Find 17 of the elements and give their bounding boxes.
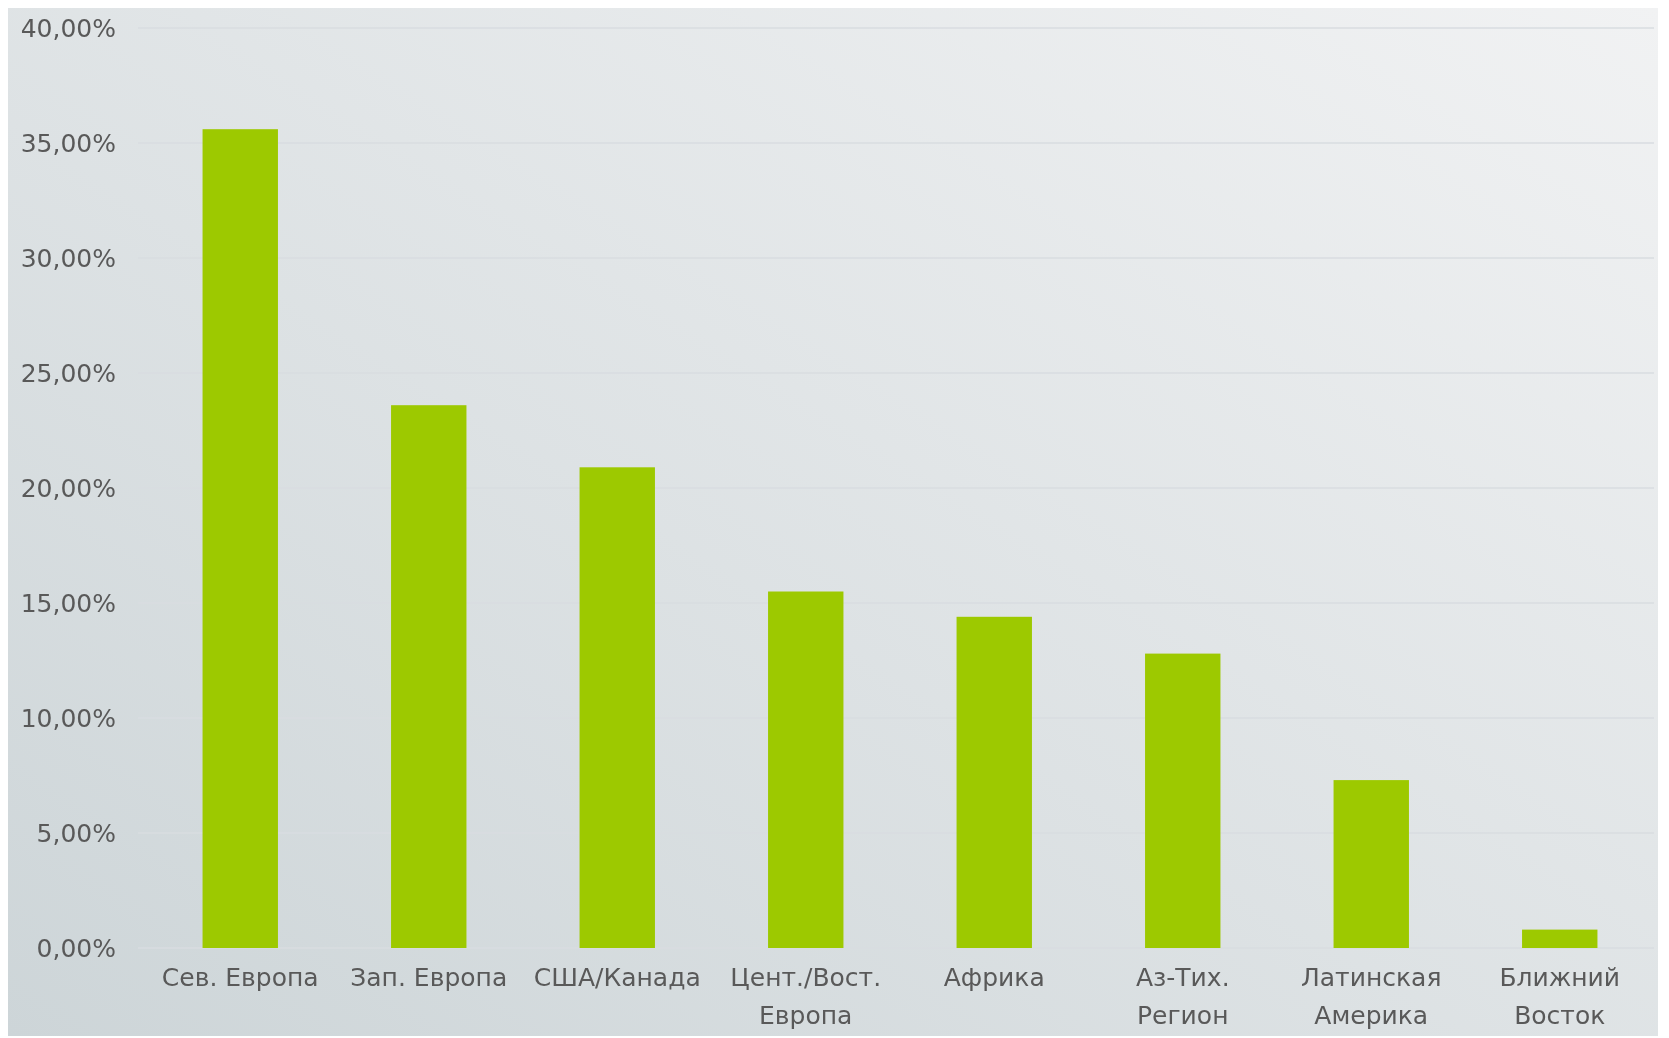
x-tick-label: Латинская Америка: [1301, 963, 1442, 1030]
y-tick-label: 25,00%: [20, 358, 116, 388]
x-tick-label: Ближний Восток: [1499, 963, 1621, 1030]
x-tick-label: Зап. Европа: [350, 963, 508, 992]
x-tick-label: США/Канада: [533, 963, 701, 992]
x-tick-label: Сев. Европа: [161, 963, 319, 992]
y-tick-label: 10,00%: [20, 703, 116, 733]
y-tick-label: 15,00%: [20, 588, 116, 618]
y-tick-label: 0,00%: [36, 933, 116, 963]
x-tick-label: Аз-Тих. Регион: [1135, 963, 1230, 1030]
y-tick-label: 40,00%: [20, 13, 116, 43]
y-tick-label: 30,00%: [20, 243, 116, 273]
x-tick-label: Африка: [943, 963, 1045, 992]
y-tick-label: 35,00%: [20, 128, 116, 158]
y-tick-label: 5,00%: [36, 818, 116, 848]
x-tick-label: Цент./Вост. Европа: [730, 963, 882, 1030]
y-tick-label: 20,00%: [20, 473, 116, 503]
